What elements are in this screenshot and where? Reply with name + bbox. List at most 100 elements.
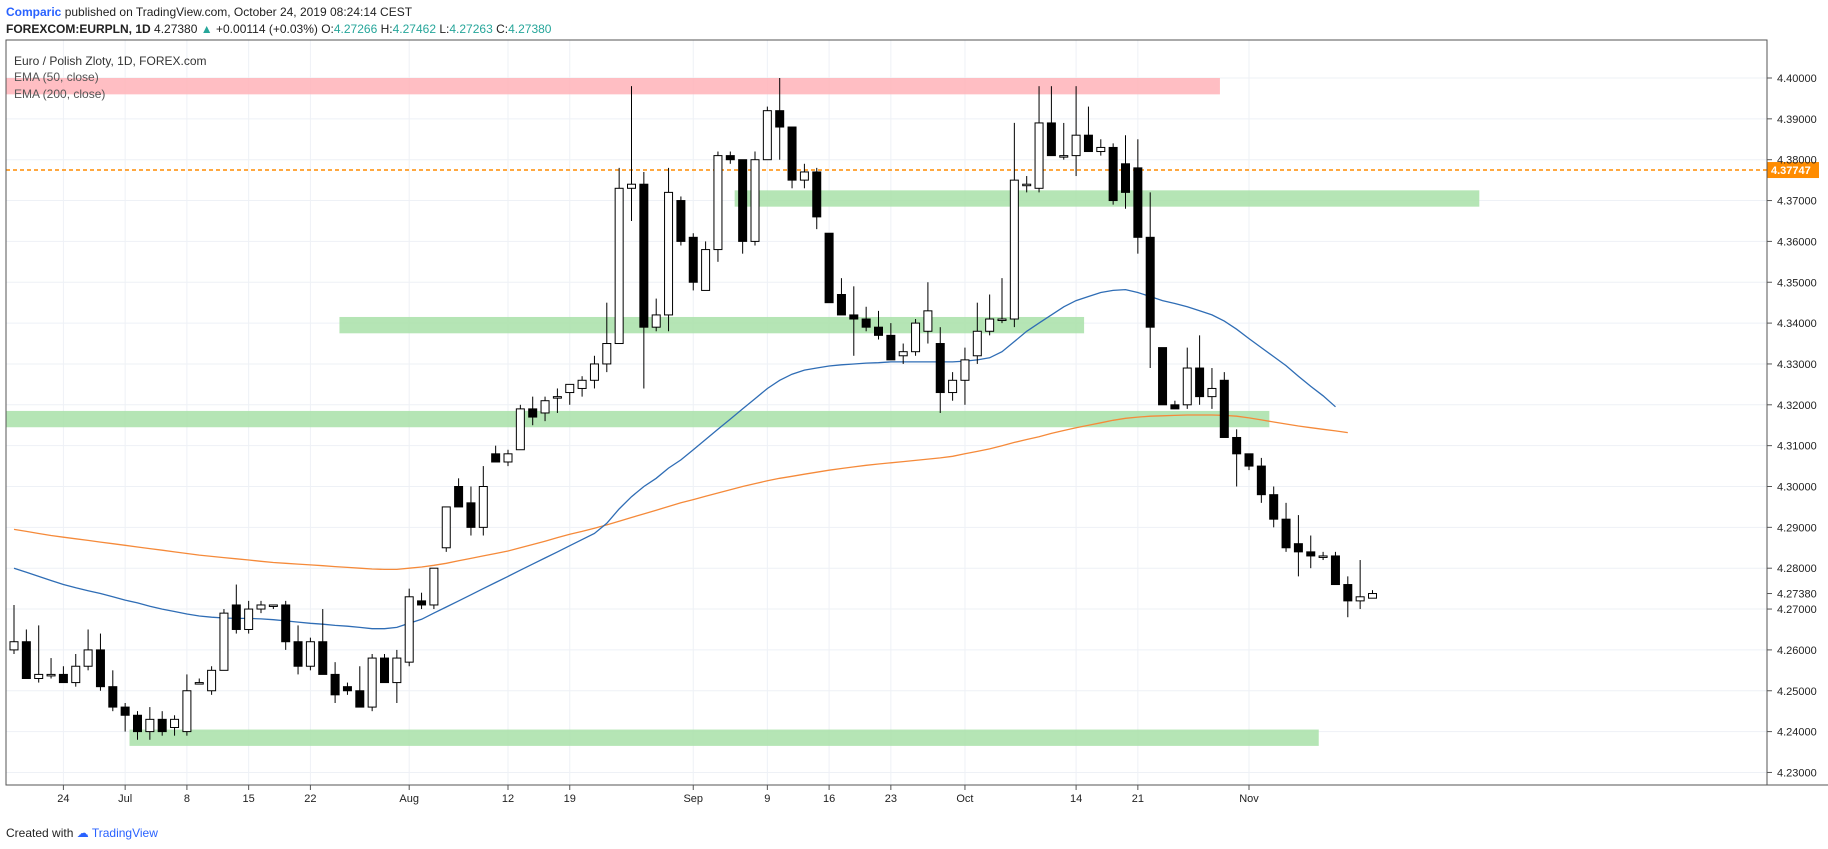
candle bbox=[1269, 486, 1279, 528]
candle-body bbox=[1330, 555, 1340, 586]
candle-body bbox=[861, 318, 871, 328]
candle-body bbox=[787, 126, 797, 181]
support-zone bbox=[129, 729, 1319, 746]
candle bbox=[1182, 347, 1192, 409]
x-tick-label: 8 bbox=[184, 793, 190, 805]
candle-body bbox=[1133, 167, 1143, 238]
candle-body bbox=[1071, 134, 1081, 157]
tradingview-link[interactable]: TradingView bbox=[91, 826, 158, 840]
candle bbox=[1219, 372, 1229, 438]
candle bbox=[614, 167, 624, 345]
low-label: L: bbox=[439, 22, 450, 36]
candle-body bbox=[1170, 404, 1180, 410]
candle bbox=[750, 151, 760, 246]
candle bbox=[1207, 368, 1217, 409]
y-tick-label: 4.29000 bbox=[1777, 522, 1817, 534]
y-tick-label: 4.24000 bbox=[1777, 727, 1817, 739]
candle bbox=[1083, 106, 1093, 153]
price-axis[interactable]: 4.40000 4.39000 4.38000 4.37000 4.36000 4.350… bbox=[1767, 73, 1817, 779]
ema200-line bbox=[13, 414, 1348, 571]
x-tick-label: Sep bbox=[683, 793, 703, 805]
y-tick-label: 4.25000 bbox=[1777, 686, 1817, 698]
candle bbox=[799, 163, 809, 189]
hline-price-label: 4.37747 bbox=[1771, 165, 1811, 177]
candle bbox=[293, 625, 303, 675]
horizontal-line[interactable]: 4.37747 bbox=[6, 162, 1819, 179]
candle bbox=[935, 327, 945, 413]
y-tick-label: 4.33000 bbox=[1777, 359, 1817, 371]
candle bbox=[503, 449, 513, 467]
candle bbox=[1145, 192, 1155, 369]
candle-body bbox=[1306, 551, 1316, 557]
candle-body bbox=[972, 330, 982, 357]
candle-body bbox=[1244, 453, 1254, 467]
candle-body bbox=[1355, 596, 1365, 602]
candle bbox=[1121, 135, 1130, 209]
candle bbox=[1281, 502, 1291, 552]
candle-body bbox=[1034, 122, 1044, 189]
candle-body bbox=[1195, 367, 1205, 398]
candle-body bbox=[923, 310, 933, 332]
candle-body bbox=[750, 159, 760, 242]
candle bbox=[948, 372, 958, 401]
y-tick-label: 4.40000 bbox=[1777, 73, 1817, 85]
candle bbox=[441, 506, 451, 552]
y-tick-label: 4.27000 bbox=[1777, 604, 1817, 616]
x-tick-label: Oct bbox=[956, 793, 973, 805]
candle bbox=[404, 588, 414, 667]
y-tick-label: 4.28000 bbox=[1777, 563, 1817, 575]
candle-body bbox=[170, 718, 180, 729]
candle bbox=[911, 319, 921, 356]
candle-body bbox=[281, 604, 291, 643]
candle-body bbox=[491, 453, 501, 463]
hline-price-tag bbox=[1767, 162, 1819, 179]
candle-body bbox=[515, 408, 525, 451]
candle bbox=[1256, 457, 1266, 503]
time-axis[interactable]: 24 Jul 8 15 22 Aug 12 19 Sep 9 16 23 Oct 14 21 Nov bbox=[57, 785, 1259, 805]
y-tick-label: 4.30000 bbox=[1777, 482, 1817, 494]
candle bbox=[1318, 551, 1328, 561]
candle bbox=[861, 306, 871, 332]
y-tick-label: 4.23000 bbox=[1777, 767, 1817, 779]
y-tick-label: 4.35000 bbox=[1777, 277, 1817, 289]
candle bbox=[83, 629, 93, 671]
last-price-label: 4.27380 bbox=[1777, 589, 1817, 601]
candle bbox=[1009, 122, 1019, 328]
candle bbox=[701, 241, 711, 291]
candle-body bbox=[540, 400, 550, 414]
publisher-name[interactable]: Comparic bbox=[6, 5, 62, 19]
ema50-line bbox=[13, 288, 1336, 630]
candle bbox=[58, 666, 68, 684]
candle bbox=[367, 653, 377, 712]
candle bbox=[1368, 590, 1377, 599]
candle bbox=[120, 703, 130, 732]
candle-body bbox=[441, 506, 451, 549]
publish-header: Comparic published on TradingView.com, O… bbox=[6, 4, 551, 38]
candle-body bbox=[935, 343, 945, 394]
candle-body bbox=[1256, 465, 1266, 496]
candle-body bbox=[355, 690, 365, 708]
last-price: 4.27380 bbox=[154, 22, 198, 36]
candle-body bbox=[231, 604, 241, 630]
candle bbox=[1133, 139, 1143, 254]
candle-body bbox=[392, 657, 402, 684]
candle bbox=[108, 670, 118, 712]
candle bbox=[21, 629, 31, 679]
candle bbox=[972, 302, 982, 364]
footer: Created with ☁ TradingView bbox=[6, 826, 158, 840]
created-with-text: Created with bbox=[6, 826, 74, 840]
candle-body bbox=[83, 649, 93, 667]
candle-body bbox=[120, 706, 130, 716]
close-value: 4.27380 bbox=[508, 22, 552, 36]
candle-body bbox=[1219, 379, 1229, 438]
candle-body bbox=[911, 322, 921, 353]
candle bbox=[466, 486, 476, 536]
candle-body bbox=[1293, 543, 1303, 553]
candle-body bbox=[651, 314, 661, 328]
published-text: published on TradingView.com, October 24… bbox=[64, 5, 413, 19]
candle-body bbox=[565, 383, 575, 394]
candle bbox=[775, 78, 785, 160]
candle-body bbox=[824, 232, 834, 304]
candle-body bbox=[9, 641, 19, 651]
